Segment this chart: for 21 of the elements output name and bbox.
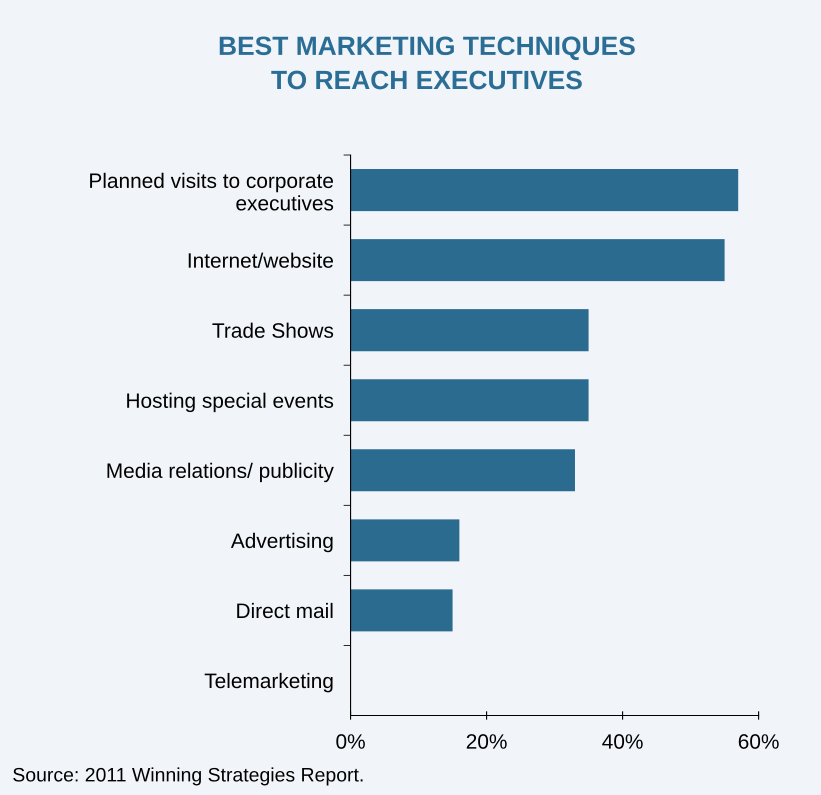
y-tick-label: Media relations/ publicity bbox=[108, 462, 334, 482]
y-tick-label: Trade Shows bbox=[212, 322, 334, 338]
y-tick-label: Direct mail bbox=[237, 602, 333, 618]
x-tick-label: 60% bbox=[738, 734, 779, 749]
source-note: Source: 2011 Winning Strategies Report. bbox=[13, 767, 363, 786]
y-tick-label: Hosting special events bbox=[127, 392, 334, 412]
bar bbox=[350, 239, 725, 282]
bar bbox=[350, 379, 589, 422]
bar bbox=[350, 589, 453, 632]
x-tick-label: 40% bbox=[602, 734, 643, 749]
bar bbox=[350, 449, 575, 492]
y-tick-label: Telemarketing bbox=[204, 672, 333, 692]
chart-title: BEST MARKETING TECHNIQUES TO REACH EXECUTIVES bbox=[220, 36, 635, 90]
y-tick-label: Advertising bbox=[230, 532, 333, 552]
bar bbox=[350, 169, 738, 212]
x-tick-label: 0% bbox=[336, 734, 365, 749]
y-tick-label: Planned visits to corporate executives bbox=[90, 172, 334, 211]
bar bbox=[350, 309, 589, 352]
y-tick-label: Internet/website bbox=[188, 252, 333, 268]
x-tick-label: 20% bbox=[466, 734, 507, 749]
bar bbox=[350, 519, 460, 562]
